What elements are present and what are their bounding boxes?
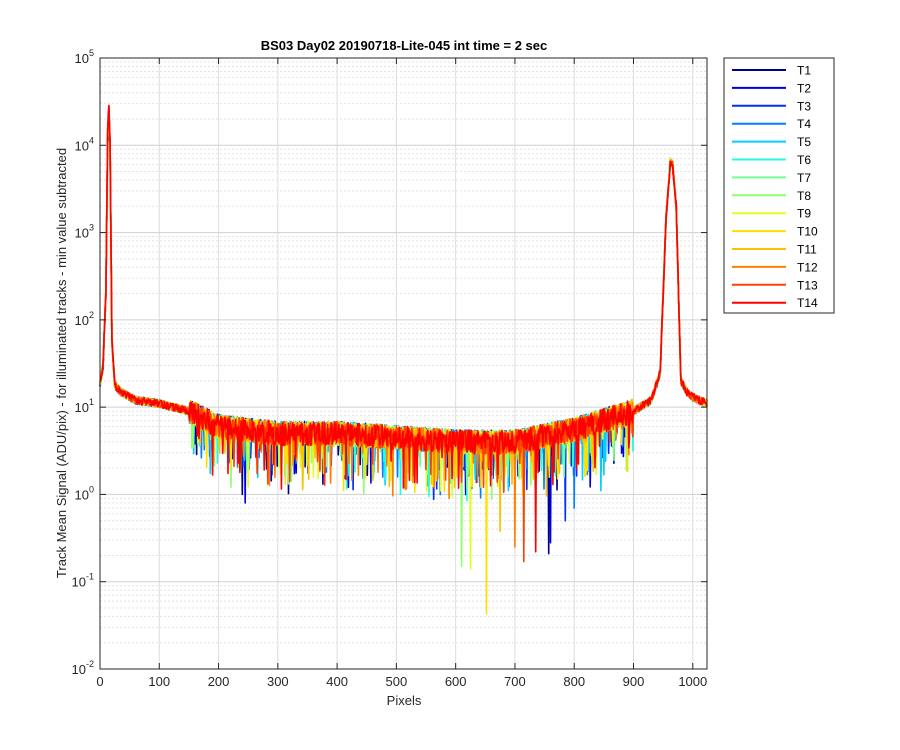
x-tick-label: 600 [445,674,467,689]
y-tick-exponent: -1 [86,572,94,582]
plot-background [100,58,707,669]
legend-label: T1 [797,64,811,78]
x-tick-label: 400 [326,674,348,689]
legend-label: T14 [797,296,818,310]
grid-lines [99,57,707,670]
y-tick-exponent: 1 [89,397,94,407]
y-tick-exponent: 5 [89,48,94,58]
x-tick-label: 500 [386,674,408,689]
legend-box [723,57,835,314]
legend-label: T10 [797,225,818,239]
legend-label: T5 [797,135,811,149]
legend-label: T2 [797,81,811,95]
x-tick-labels: 0 100 200 300 400 500 600 700 800 900 1000 [96,674,707,689]
x-tick-label: 1000 [678,674,707,689]
legend-label: T3 [797,99,811,113]
plot-frame [99,57,708,670]
y-axis-label: Track Mean Signal (ADU/pix) - for illumi… [54,148,69,578]
x-axis-label: Pixels [387,693,422,708]
y-tick-exponent: 2 [89,310,94,320]
chart-title: BS03 Day02 20190718-Lite-045 int time = … [261,38,548,53]
series-line-T14 [99,104,708,553]
y-tick-exponent: 0 [89,484,94,494]
legend-label: T8 [797,189,811,203]
x-tick-label: 200 [208,674,230,689]
series-lines [99,104,708,615]
legend-label: T11 [797,243,817,257]
legend-label: T12 [797,260,818,274]
y-tick-exponent: -2 [86,659,94,669]
legend: T1 T2 T3 T4 T5 T6 T7 T8 T9 T10 T11 T12 T13 T14 [723,57,835,314]
legend-label: T9 [797,207,811,221]
y-tick-exponent: 4 [89,135,94,145]
y-tick-exponent: 3 [89,223,94,233]
axis-ticks [99,57,707,670]
x-tick-label: 300 [267,674,289,689]
x-tick-label: 800 [563,674,585,689]
x-tick-label: 900 [623,674,645,689]
x-tick-label: 100 [148,674,170,689]
legend-label: T7 [797,171,811,185]
x-tick-label: 0 [96,674,103,689]
legend-label: T4 [797,117,811,131]
x-tick-label: 700 [504,674,526,689]
legend-label: T6 [797,153,811,167]
legend-label: T13 [797,278,818,292]
